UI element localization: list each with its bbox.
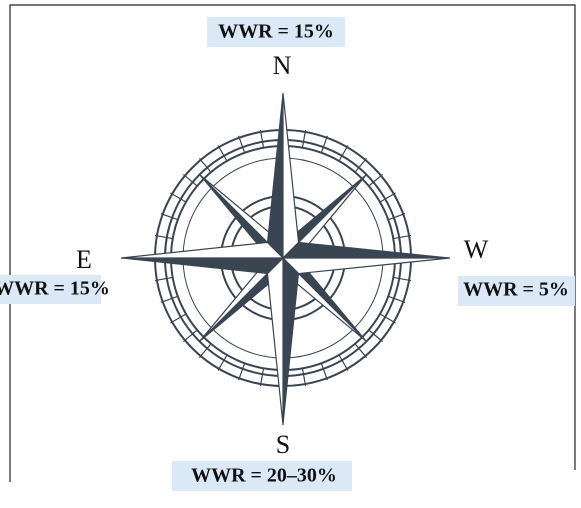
star-point-dark xyxy=(282,256,300,426)
ring-tick xyxy=(338,354,349,371)
star-point-light xyxy=(266,256,284,426)
direction-letter: N xyxy=(273,51,292,80)
ring-tick xyxy=(217,354,228,371)
direction-letter: E xyxy=(76,245,92,274)
ring-tick xyxy=(170,192,187,203)
ring-tick xyxy=(259,368,265,387)
star-point-light xyxy=(120,241,285,259)
ring-tick xyxy=(154,234,173,240)
ring-tick xyxy=(379,192,396,203)
wwr-label: WWR = 15% xyxy=(218,21,334,43)
ring-tick xyxy=(160,295,178,304)
compass-rose xyxy=(120,92,451,426)
label-box xyxy=(172,461,352,491)
ring-tick xyxy=(388,295,406,304)
frame xyxy=(9,4,576,482)
label-box xyxy=(458,276,575,306)
ring-tick xyxy=(183,329,198,343)
ring-tick xyxy=(237,363,246,381)
ring-tick xyxy=(259,129,265,148)
ring-tick xyxy=(301,368,307,387)
ring-tick xyxy=(160,212,178,221)
wwr-label: WWR = 20–30% xyxy=(191,465,337,487)
ring-tick xyxy=(368,329,383,343)
direction-letter: S xyxy=(276,430,290,459)
ring-tick xyxy=(354,158,368,173)
star-point-light xyxy=(282,92,300,260)
wwr-label: WWR = 15% xyxy=(0,278,110,300)
star-point-dark xyxy=(120,257,285,275)
ring-tick xyxy=(320,363,329,381)
label-box xyxy=(0,275,101,304)
star-point-light xyxy=(281,257,451,275)
ring-tick xyxy=(320,135,329,153)
ring-tick xyxy=(198,158,212,173)
ring-tick xyxy=(183,173,198,187)
ring-tick xyxy=(198,343,212,358)
ring-tick xyxy=(393,234,412,240)
ring-tick xyxy=(379,313,396,324)
label-box xyxy=(207,17,345,47)
ring-tick xyxy=(368,173,383,187)
direction-letter: W xyxy=(464,235,489,264)
ring-tick xyxy=(154,276,173,282)
ring-tick xyxy=(217,145,228,162)
ring-tick xyxy=(393,276,412,282)
star-point-dark xyxy=(281,241,451,259)
ring-tick xyxy=(354,343,368,358)
wwr-label: WWR = 5% xyxy=(463,279,569,301)
ring-tick xyxy=(301,129,307,148)
ring-tick xyxy=(338,145,349,162)
ring-tick xyxy=(237,135,246,153)
ring-tick xyxy=(388,212,406,221)
star-point-dark xyxy=(266,92,284,260)
ring-tick xyxy=(170,313,187,324)
